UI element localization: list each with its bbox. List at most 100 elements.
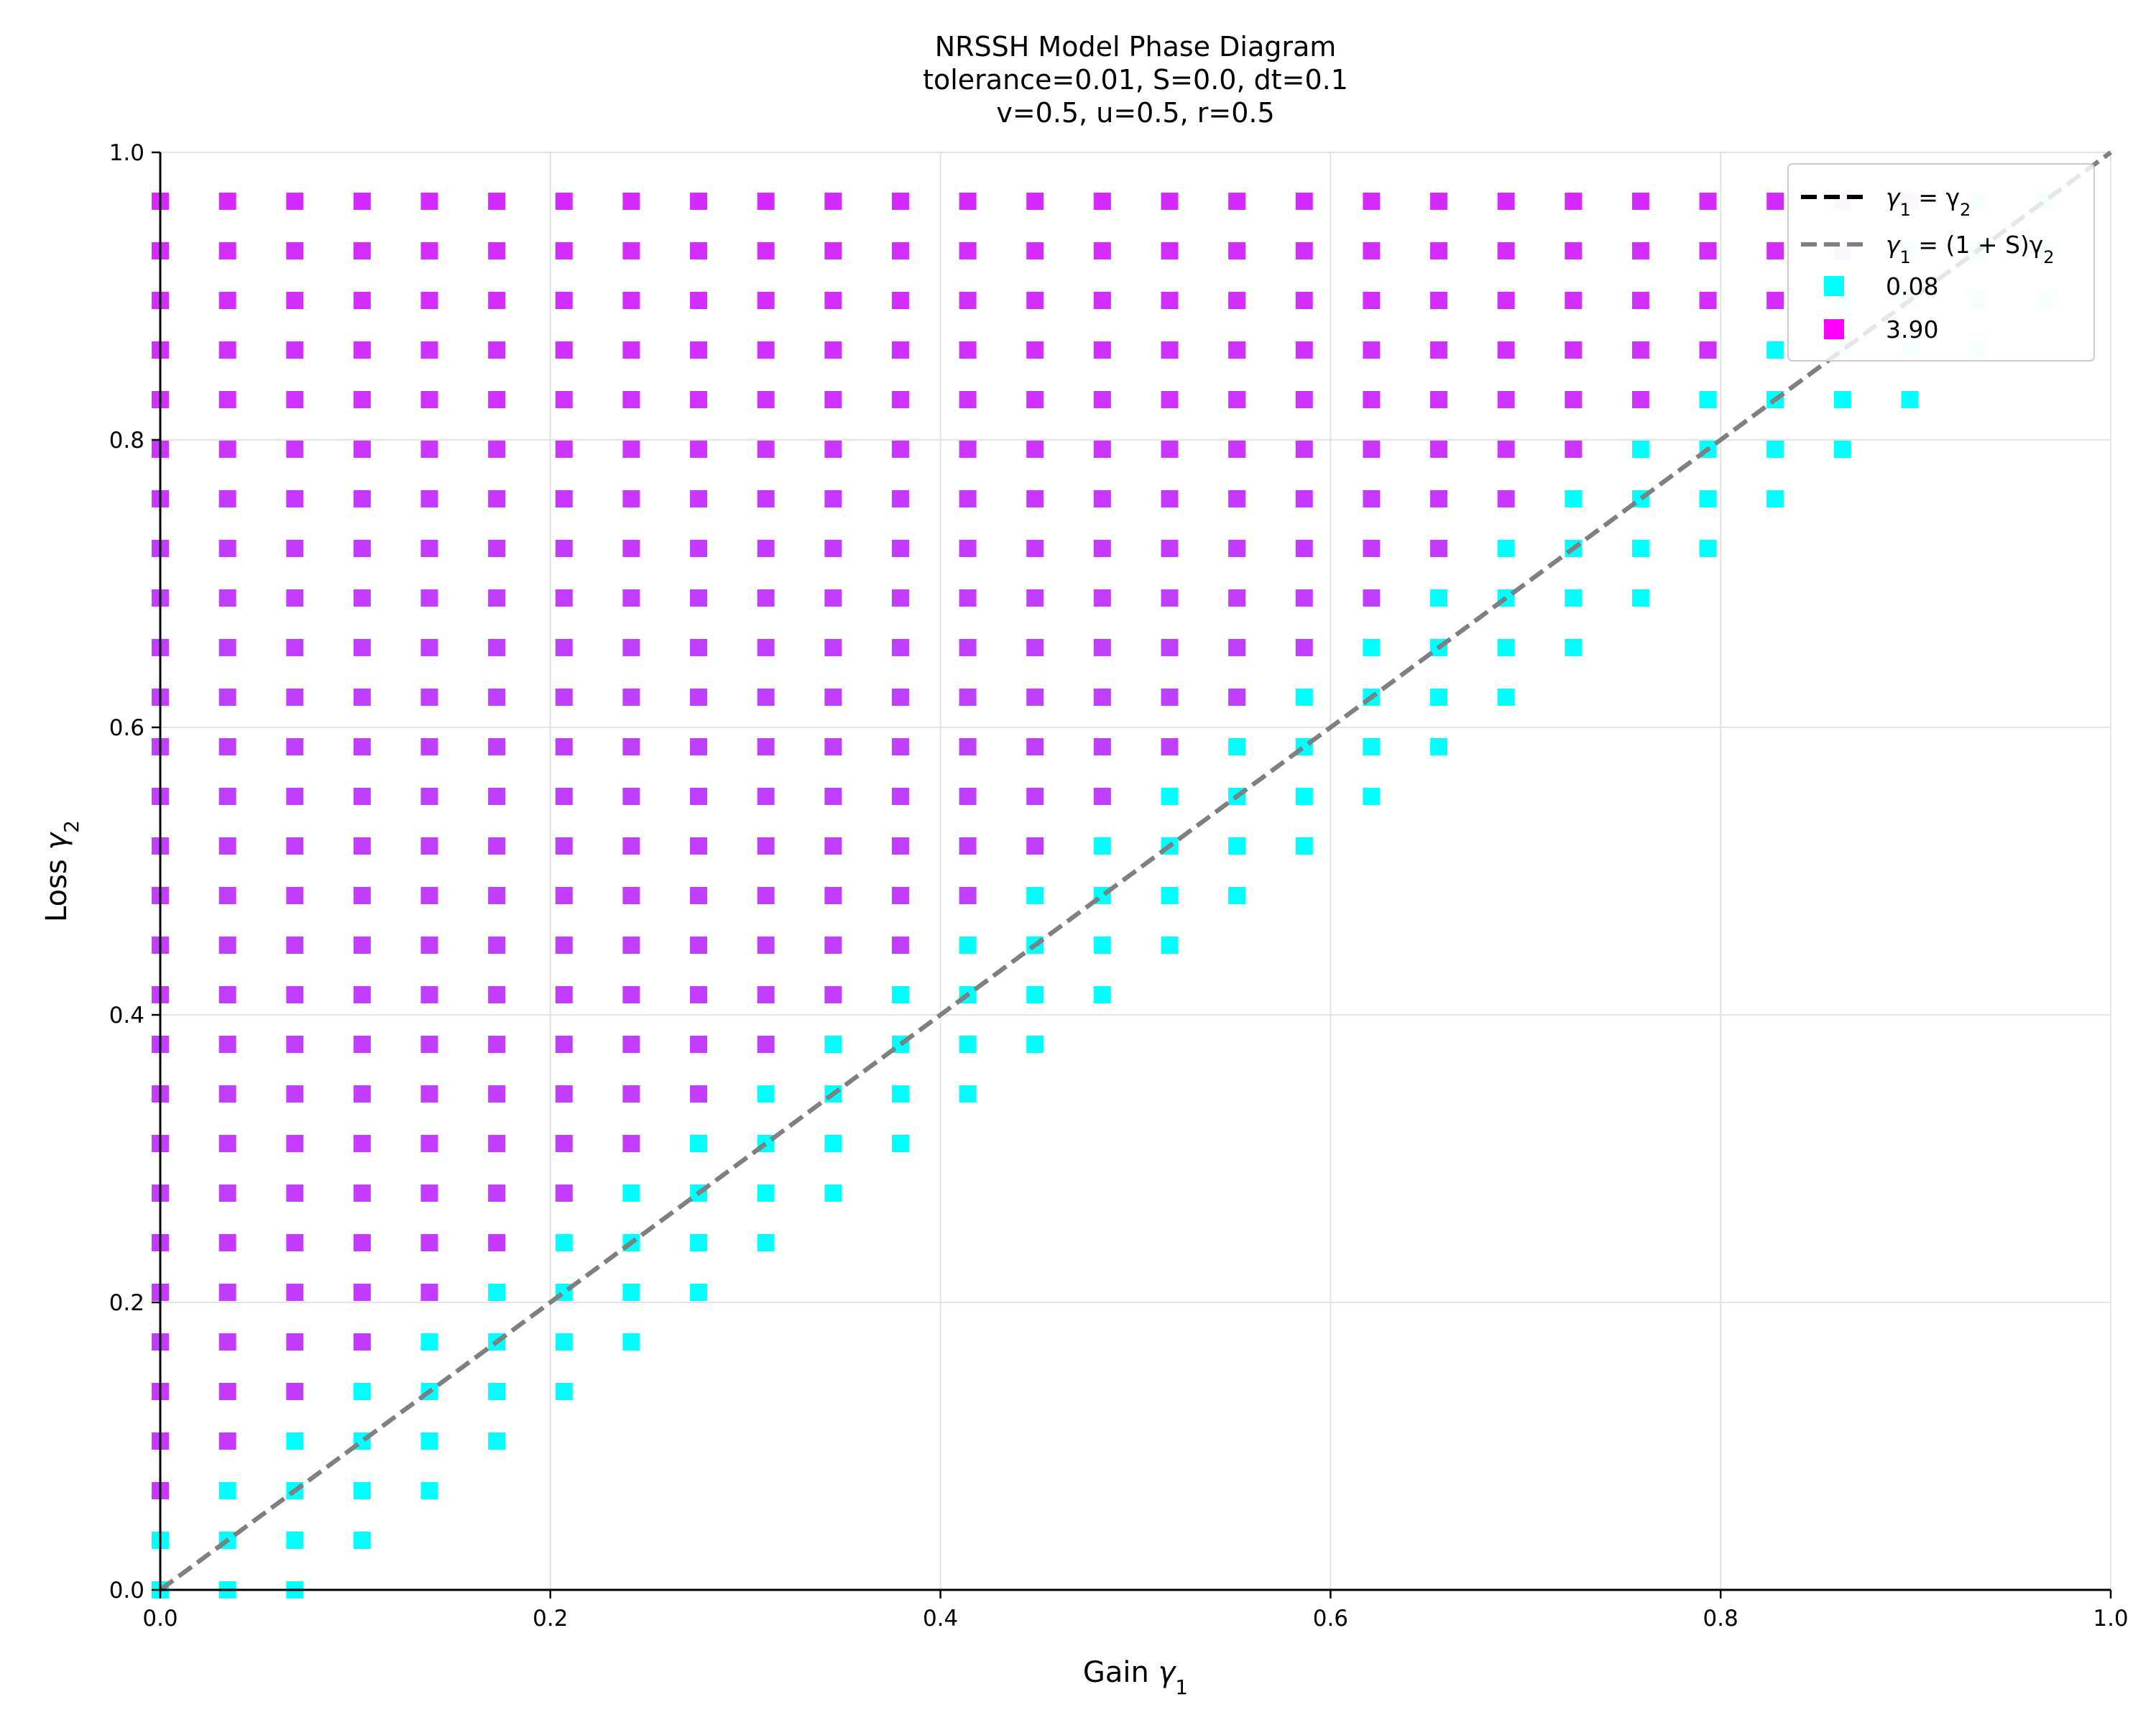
legend-marker-swatch (1824, 319, 1844, 339)
data-point (420, 788, 438, 805)
data-point (757, 292, 775, 309)
data-point (420, 937, 438, 954)
data-point (1631, 193, 1649, 210)
data-point (1228, 738, 1246, 755)
data-point (959, 639, 977, 656)
data-point (420, 689, 438, 706)
data-point (690, 887, 708, 904)
data-point (824, 937, 842, 954)
data-point (622, 887, 640, 904)
data-point (757, 1234, 775, 1251)
data-point (622, 292, 640, 309)
data-point (1228, 490, 1246, 507)
data-point (690, 1085, 708, 1103)
data-point (1766, 193, 1784, 210)
data-point (622, 540, 640, 557)
data-point (353, 1532, 371, 1549)
data-point (1565, 292, 1583, 309)
data-point (555, 937, 573, 954)
data-point (555, 490, 573, 507)
data-point (690, 341, 708, 359)
data-point (757, 193, 775, 210)
data-point (218, 1036, 236, 1053)
data-point (218, 193, 236, 210)
title-line-2: tolerance=0.01, S=0.0, dt=0.1 (923, 64, 1348, 96)
legend-label: γ1 = (1 + S)γ2 (1886, 231, 2055, 267)
data-point (420, 986, 438, 1003)
data-point (420, 1333, 438, 1351)
data-point (757, 1036, 775, 1053)
data-point (1295, 193, 1313, 210)
data-point (1631, 242, 1649, 259)
data-point (1363, 540, 1381, 557)
data-point (1833, 391, 1851, 408)
data-point (1161, 193, 1179, 210)
data-point (1295, 441, 1313, 458)
data-point (1093, 837, 1111, 855)
data-point (1295, 242, 1313, 259)
x-tick-label: 0.2 (533, 1606, 568, 1632)
data-point (1430, 341, 1448, 359)
data-point (488, 788, 506, 805)
data-point (555, 689, 573, 706)
data-point (1295, 788, 1313, 805)
data-point (891, 937, 909, 954)
data-point (622, 589, 640, 607)
data-point (286, 341, 304, 359)
data-point (1026, 837, 1044, 855)
data-point (218, 639, 236, 656)
data-point (690, 292, 708, 309)
data-point (1631, 341, 1649, 359)
data-point (488, 1383, 506, 1400)
data-point (1026, 639, 1044, 656)
data-point (959, 937, 977, 954)
data-point (420, 391, 438, 408)
title-line-3: v=0.5, u=0.5, r=0.5 (996, 97, 1274, 129)
data-point (353, 1383, 371, 1400)
data-point (757, 1085, 775, 1103)
x-tick-label: 1.0 (2093, 1606, 2128, 1632)
data-point (690, 788, 708, 805)
data-point (420, 490, 438, 507)
data-point (622, 1085, 640, 1103)
data-point (1631, 292, 1649, 309)
data-point (1026, 292, 1044, 309)
data-point (824, 242, 842, 259)
data-point (555, 738, 573, 755)
data-point (1161, 242, 1179, 259)
data-point (420, 341, 438, 359)
data-point (959, 391, 977, 408)
data-point (622, 193, 640, 210)
data-point (959, 242, 977, 259)
data-point (218, 490, 236, 507)
data-point (1161, 937, 1179, 954)
data-point (1565, 341, 1583, 359)
data-point (218, 788, 236, 805)
data-point (353, 788, 371, 805)
data-point (555, 1184, 573, 1202)
data-point (959, 540, 977, 557)
data-point (1565, 639, 1583, 656)
data-point (1565, 441, 1583, 458)
data-point (891, 540, 909, 557)
data-point (622, 1284, 640, 1301)
data-point (1295, 341, 1313, 359)
data-point (353, 1234, 371, 1251)
data-point (824, 540, 842, 557)
data-point (757, 738, 775, 755)
data-point (1631, 441, 1649, 458)
data-point (1295, 540, 1313, 557)
data-point (218, 986, 236, 1003)
data-point (555, 242, 573, 259)
data-point (218, 738, 236, 755)
data-point (1295, 391, 1313, 408)
data-point (757, 639, 775, 656)
data-point (690, 193, 708, 210)
data-point (1363, 490, 1381, 507)
data-point (1161, 341, 1179, 359)
data-point (824, 292, 842, 309)
data-point (959, 689, 977, 706)
legend-marker-swatch (1824, 276, 1844, 296)
